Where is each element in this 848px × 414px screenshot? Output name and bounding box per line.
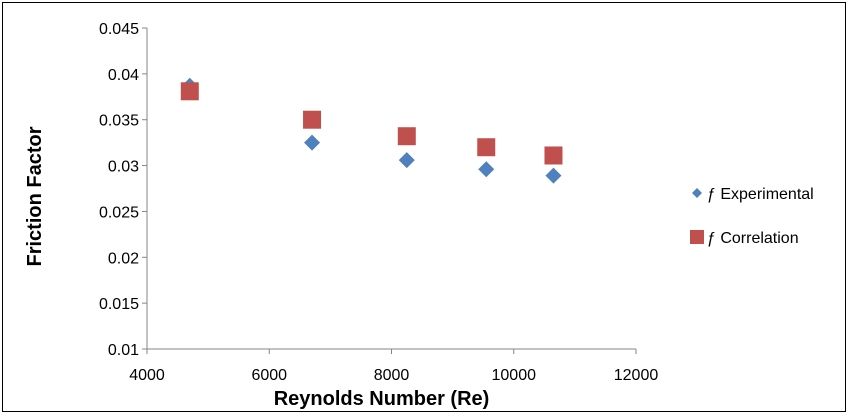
data-point: [398, 152, 415, 169]
y-tick-label: 0.015: [99, 296, 139, 313]
x-axis-title: Reynolds Number (Re): [274, 388, 490, 410]
y-tick-label: 0.01: [108, 342, 139, 359]
x-tick-label: 6000: [251, 367, 287, 384]
data-points: [180, 77, 563, 184]
y-tick-label: 0.045: [99, 21, 139, 38]
y-tick-label: 0.035: [99, 113, 139, 130]
scatter-chart: 0.01 0.015 0.02 0.025 0.03 0.035 0.04 0.045 400…: [24, 21, 814, 410]
y-axis-ticks: 0.01 0.015 0.02 0.025 0.03 0.035 0.04 0.045: [99, 21, 147, 359]
data-point: [544, 146, 563, 165]
x-tick-label: 8000: [374, 367, 410, 384]
data-point: [304, 134, 321, 151]
y-tick-label: 0.03: [108, 159, 139, 176]
y-axis-title: Friction Factor: [24, 126, 46, 266]
x-tick-label: 4000: [129, 367, 165, 384]
legend-marker: [692, 188, 702, 198]
data-point: [477, 138, 496, 157]
x-axis-ticks: 4000 6000 8000 10000 12000: [129, 349, 658, 384]
y-tick-label: 0.025: [99, 204, 139, 221]
x-tick-label: 10000: [492, 367, 537, 384]
data-point: [397, 127, 416, 146]
data-point: [478, 161, 495, 178]
x-tick-label: 12000: [614, 367, 659, 384]
data-point: [180, 82, 199, 101]
series-experimental: [181, 77, 562, 184]
legend-marker: [690, 230, 704, 244]
y-tick-label: 0.04: [108, 67, 139, 84]
legend-label: ƒ Experimental: [707, 186, 814, 203]
data-point: [303, 110, 322, 129]
series-correlation: [180, 82, 563, 165]
legend-label: ƒ Correlation: [707, 230, 799, 247]
y-tick-label: 0.02: [108, 250, 139, 267]
legend: ƒ Experimental ƒ Correlation: [690, 186, 814, 247]
data-point: [545, 167, 562, 184]
